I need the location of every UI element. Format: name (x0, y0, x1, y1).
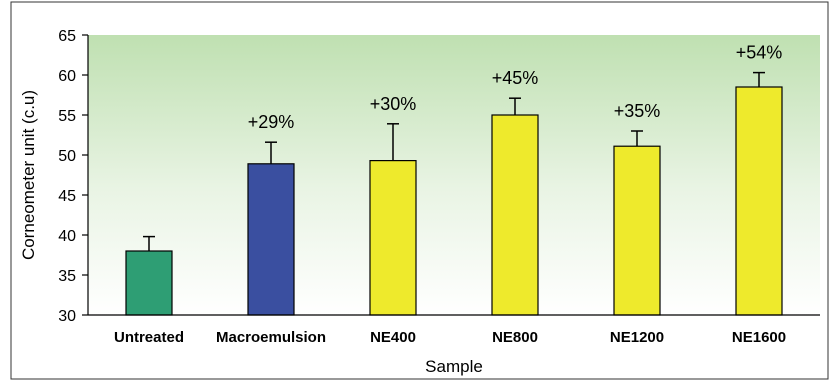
y-tick-label: 40 (58, 228, 76, 245)
y-tick-label: 45 (58, 188, 76, 205)
bar-ne1600 (735, 86, 783, 316)
bar-ne800 (491, 114, 539, 316)
figure-frame (10, 1, 829, 380)
y-tick-label: 55 (58, 108, 76, 125)
data-label: +45% (492, 68, 539, 88)
data-label: +29% (248, 112, 295, 132)
data-label: +54% (736, 43, 783, 63)
bar-macroemulsion (247, 163, 295, 316)
y-tick-label: 30 (58, 308, 76, 325)
plot-area (88, 35, 820, 315)
data-label: +35% (614, 101, 661, 121)
x-tick-label: NE1200 (610, 329, 664, 346)
bar-ne1200 (613, 145, 661, 316)
x-tick-label: Macroemulsion (216, 329, 326, 346)
y-tick-label: 60 (58, 68, 76, 85)
y-tick-label: 65 (58, 28, 76, 45)
x-tick-label: NE800 (492, 329, 538, 346)
x-tick-label: NE1600 (732, 329, 786, 346)
x-axis-title: Sample (425, 357, 483, 376)
bar-ne400 (369, 160, 417, 316)
y-tick-label: 35 (58, 268, 76, 285)
bar-untreated (125, 250, 173, 316)
x-tick-label: Untreated (114, 329, 184, 346)
y-tick-label: 50 (58, 148, 76, 165)
x-tick-label: NE400 (370, 329, 416, 346)
data-label: +30% (370, 94, 417, 114)
y-axis-title: Corneometer unit (c.u) (19, 90, 38, 260)
